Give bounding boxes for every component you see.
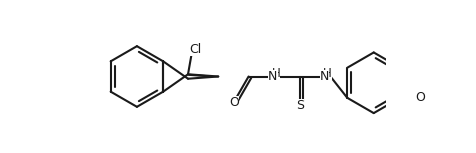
Text: O: O — [229, 96, 238, 109]
Text: N: N — [268, 70, 277, 83]
Text: H: H — [271, 67, 280, 80]
Text: N: N — [319, 70, 328, 83]
Text: S: S — [296, 99, 304, 112]
Text: O: O — [414, 91, 424, 104]
Text: H: H — [322, 67, 331, 80]
Text: Cl: Cl — [188, 43, 201, 56]
